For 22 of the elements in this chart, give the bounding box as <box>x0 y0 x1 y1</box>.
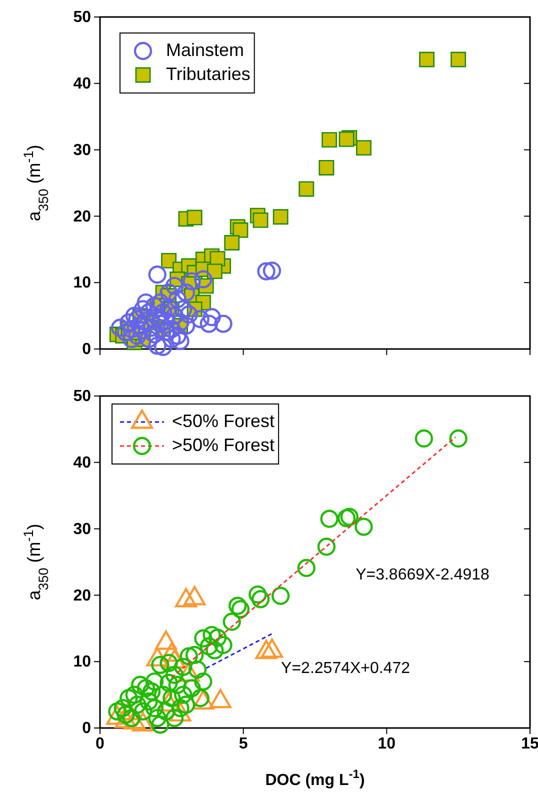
y-tick-label: 20 <box>73 208 92 226</box>
y-tick-label: 30 <box>73 142 92 159</box>
y-tick-label: 20 <box>73 587 92 604</box>
legend-label: <50% Forest <box>172 410 275 431</box>
x-tick-label: 10 <box>378 735 396 752</box>
y-tick-label: 30 <box>73 520 92 538</box>
legend-label: Mainstem <box>166 40 244 60</box>
annotation: Y=3.8669X-2.4918 <box>356 566 490 584</box>
y-tick-label: 0 <box>82 341 92 358</box>
y-tick-label: 10 <box>73 654 92 671</box>
y-tick-label: 40 <box>73 454 92 472</box>
y-tick-label: 40 <box>73 76 92 93</box>
legend-label: Tributaries <box>166 64 250 84</box>
legend-label: >50% Forest <box>172 434 275 455</box>
annotation: Y=2.2574X+0.472 <box>281 660 410 678</box>
y-tick-label: 10 <box>73 274 92 292</box>
y-tick-label: 0 <box>82 720 92 738</box>
x-axis-title: DOC (mg L$^{-1}$) <box>265 767 365 789</box>
y-tick-label: 50 <box>73 388 92 406</box>
x-tick-label: 5 <box>238 735 248 752</box>
y-tick-label: 50 <box>73 9 92 26</box>
x-tick-label: 0 <box>96 735 105 752</box>
